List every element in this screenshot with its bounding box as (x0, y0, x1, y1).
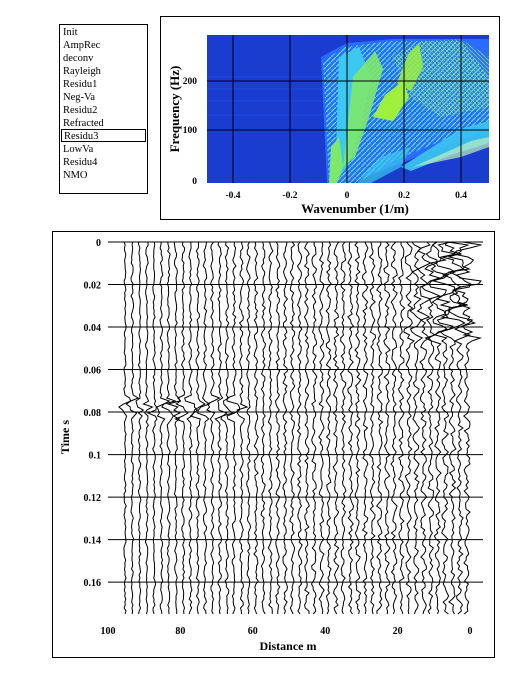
fk-y-tick: 0 (192, 177, 197, 187)
seismic-trace (274, 241, 281, 615)
seismogram-x-axis-label: Distance m (260, 639, 317, 653)
seismic-trace (267, 241, 274, 615)
fk-grid (207, 35, 489, 183)
fk-y-tick: 200 (183, 77, 198, 87)
list-item-deconv[interactable]: deconv (63, 53, 94, 64)
seismogram-y-tick: 0.08 (84, 408, 102, 419)
seismic-trace (142, 241, 154, 615)
seismogram-y-tick: 0 (96, 238, 101, 249)
seismic-trace (318, 241, 325, 615)
seismogram-x-tick: 20 (393, 626, 403, 637)
fk-x-tick: 0.2 (398, 191, 410, 201)
list-item-residu1[interactable]: Residu1 (63, 79, 98, 90)
list-item-residu2[interactable]: Residu2 (63, 105, 98, 116)
seismic-trace (368, 241, 376, 615)
list-item-lowva[interactable]: LowVa (63, 144, 94, 155)
seismic-trace (189, 241, 206, 615)
seismic-trace (420, 241, 442, 615)
fk-energy (207, 39, 489, 183)
seismogram-traces (118, 241, 483, 615)
seismic-trace (354, 241, 362, 615)
seismic-trace (446, 241, 474, 615)
fk-x-tick: -0.4 (225, 191, 240, 201)
seismic-trace (236, 241, 249, 615)
fk-x-axis-label: Wavenumber (1/m) (301, 201, 409, 216)
seismic-trace (125, 241, 140, 615)
seismic-trace (332, 241, 340, 615)
seismic-trace (397, 241, 406, 615)
seismic-trace (166, 241, 181, 615)
seismic-trace (146, 241, 158, 615)
seismic-trace (118, 241, 132, 615)
seismic-trace (174, 241, 189, 615)
fk-x-tick: 0 (345, 191, 350, 201)
list-item-residu4[interactable]: Residu4 (63, 157, 98, 168)
seismic-trace (246, 241, 252, 615)
seismogram-y-tick: 0.02 (84, 281, 102, 292)
seismogram-y-tick: 0.14 (84, 536, 102, 547)
seismic-trace (214, 241, 228, 615)
seismic-trace (390, 241, 398, 615)
fk-x-tick: 0.4 (455, 191, 467, 201)
seismic-trace (220, 241, 234, 615)
seismic-trace (282, 241, 289, 615)
seismogram-x-tick: 60 (248, 626, 258, 637)
list-item-residu3[interactable]: Residu3 (61, 129, 146, 142)
fk-spectrum-panel: -0.4 -0.2 0 0.2 0.4 200 100 0 Wavenumber… (160, 16, 500, 220)
list-item-neg-va[interactable]: Neg-Va (63, 92, 96, 103)
seismic-trace (347, 241, 355, 615)
seismic-trace (361, 241, 369, 615)
seismic-trace (135, 241, 145, 615)
seismic-trace (196, 241, 211, 615)
seismic-trace (375, 241, 384, 615)
seismic-trace (303, 241, 310, 615)
seismic-trace (289, 241, 296, 615)
list-item-refracted[interactable]: Refracted (63, 118, 104, 129)
seismic-trace (452, 241, 483, 615)
seismic-trace (428, 241, 450, 615)
process-list[interactable]: Init AmpRec deconv Rayleigh Residu1 Neg-… (59, 24, 148, 194)
seismic-trace (206, 241, 221, 615)
fk-y-axis-label: Frequency (Hz) (167, 66, 182, 153)
seismic-trace (403, 241, 415, 615)
seismic-trace (253, 241, 259, 615)
seismogram-plot: 0 0.02 0.04 0.06 0.08 0.1 0.12 0.14 0.16 100 80 60… (58, 238, 483, 653)
seismic-trace (416, 241, 433, 615)
seismogram-y-tick: 0.16 (84, 578, 102, 589)
seismogram-y-axis-label: Time s (58, 420, 72, 454)
seismogram-x-tick: 40 (320, 626, 330, 637)
seismogram-y-tick: 0.06 (84, 366, 102, 377)
seismic-trace (161, 241, 178, 615)
seismic-trace (156, 241, 171, 615)
seismogram-x-tick: 100 (101, 626, 116, 637)
seismic-trace (296, 241, 303, 615)
seismic-trace (409, 241, 424, 615)
seismogram-x-tick: 0 (468, 626, 473, 637)
list-item-rayleigh[interactable]: Rayleigh (63, 66, 101, 77)
seismogram-y-tick: 0.12 (84, 493, 102, 504)
seismic-trace (439, 241, 466, 615)
list-item-init[interactable]: Init (63, 27, 78, 38)
fk-spectrum-plot: -0.4 -0.2 0 0.2 0.4 200 100 0 Wavenumber… (167, 35, 489, 216)
seismic-trace (383, 241, 391, 615)
seismic-trace (325, 241, 332, 615)
seismic-trace (260, 241, 267, 615)
seismogram-y-tick: 0.04 (84, 323, 102, 334)
list-item-nmo[interactable]: NMO (63, 170, 88, 181)
list-item-amprec[interactable]: AmpRec (63, 40, 101, 51)
fk-x-tick: -0.2 (282, 191, 297, 201)
seismic-trace (432, 241, 457, 615)
fk-y-tick: 100 (183, 126, 198, 136)
seismic-trace (310, 241, 318, 615)
seismic-trace (226, 241, 241, 615)
seismic-trace (184, 241, 199, 615)
seismogram-y-tick: 0.1 (89, 451, 102, 462)
seismogram-x-tick: 80 (175, 626, 185, 637)
seismic-trace (339, 241, 347, 615)
seismogram-panel: 0 0.02 0.04 0.06 0.08 0.1 0.12 0.14 0.16 100 80 60… (52, 231, 495, 658)
